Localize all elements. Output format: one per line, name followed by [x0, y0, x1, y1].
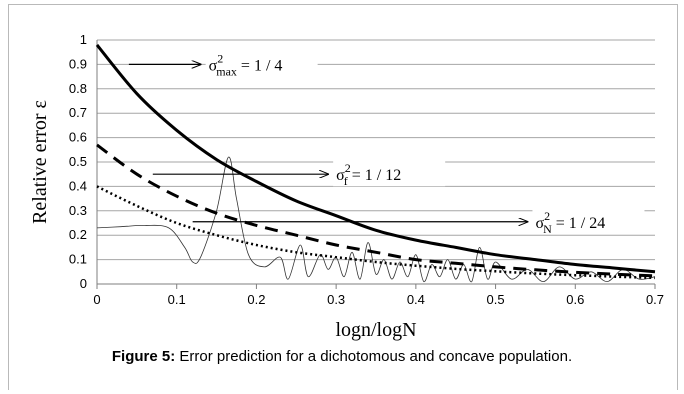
y-tick-label: 0.4: [69, 178, 87, 193]
annotation-label: σ2 N = 1 / 24: [535, 209, 605, 236]
x-tick-label: 0.7: [646, 292, 664, 307]
y-tick-label: 0.5: [69, 154, 87, 169]
x-axis-title: logn/logN: [335, 319, 416, 341]
annotation-backing: [532, 207, 645, 234]
y-tick-label: 0.2: [69, 227, 87, 242]
annotation-value: = 1 / 4: [237, 57, 282, 74]
axes: 0 0.1 0.2 0.3 0.4 0.5 0.6 0.7 0.8 0.9 1 0 0.1 0.2 0.3 0…: [69, 32, 664, 307]
y-axis-title: Relative error ε: [29, 100, 51, 224]
figure-frame: [8, 4, 678, 390]
y-tick-label: 1: [80, 32, 87, 47]
x-tick-label: 0.4: [407, 292, 425, 307]
x-tick-label: 0.3: [327, 292, 345, 307]
y-tick-label: 0.1: [69, 252, 87, 267]
y-tick-label: 0.8: [69, 81, 87, 96]
figure-caption: Figure 5: Error prediction for a dichoto…: [0, 348, 684, 365]
annotation-subscript: f: [344, 174, 348, 188]
x-tick-label: 0.1: [168, 292, 186, 307]
y-tick-label: 0.3: [69, 203, 87, 218]
annotation-superscript: 2: [217, 51, 223, 65]
annotation-superscript: 2: [345, 161, 351, 175]
annotation-symbol: σ: [336, 167, 345, 184]
caption-text: Error prediction for a dichotomous and c…: [175, 348, 573, 365]
series-line-solid-thick: [95, 43, 656, 274]
annotation-subscript: max: [216, 64, 237, 78]
series-group: [95, 43, 656, 283]
series-line-dashed-thick: [96, 143, 656, 278]
series-line-thin-oscillating: [96, 156, 656, 283]
annotation-label: σ2 max = 1 / 4: [209, 51, 283, 78]
annotation-backing: [333, 160, 446, 187]
y-tick-label: 0.6: [69, 130, 87, 145]
line-chart: 0 0.1 0.2 0.3 0.4 0.5 0.6 0.7 0.8 0.9 1 0 0.1 0.2 0.3 0…: [29, 32, 664, 341]
annotation-value: = 1 / 12: [348, 167, 401, 184]
annotation-value: = 1 / 24: [552, 215, 605, 232]
annotation-symbol: σ: [535, 215, 544, 232]
annotation-superscript: 2: [544, 209, 550, 223]
x-tick-label: 0.5: [487, 292, 505, 307]
x-tick-label: 0: [93, 292, 100, 307]
x-tick-label: 0.6: [566, 292, 584, 307]
annotation-subscript: N: [543, 222, 552, 236]
caption-label: Figure 5:: [111, 348, 176, 365]
annotation-label: σ2 f = 1 / 12: [336, 161, 401, 188]
annotation-symbol: σ: [209, 57, 218, 74]
y-tick-label: 0: [80, 276, 87, 291]
series-line-dotted: [96, 185, 656, 280]
annotation-backing: [205, 50, 318, 77]
y-tick-label: 0.9: [69, 56, 87, 71]
x-tick-label: 0.2: [247, 292, 265, 307]
y-tick-label: 0.7: [69, 105, 87, 120]
